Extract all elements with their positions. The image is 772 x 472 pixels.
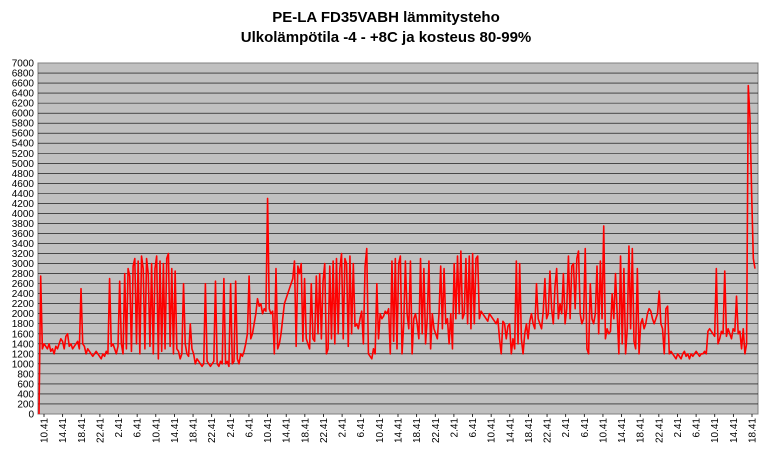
y-tick-label: 6200 [12, 99, 35, 110]
y-tick-label: 800 [17, 369, 34, 380]
x-tick-label: 18.41 [77, 418, 88, 443]
y-tick-label: 2200 [12, 299, 35, 310]
y-tick-label: 200 [17, 399, 34, 410]
x-tick-label: 2.41 [673, 418, 684, 438]
x-tick-label: 6.41 [133, 418, 144, 438]
y-tick-label: 4200 [12, 199, 35, 210]
x-tick-label: 10.41 [375, 418, 386, 443]
chart-title: PE-LA FD35VABH lämmitysteho [272, 9, 500, 26]
y-tick-label: 4600 [12, 179, 35, 190]
y-axis: 0200400600800100012001400160018002000220… [12, 59, 35, 421]
x-tick-label: 14.41 [282, 418, 293, 443]
x-tick-label: 2.41 [338, 418, 349, 438]
x-tick-label: 14.41 [505, 418, 516, 443]
y-tick-label: 0 [28, 410, 34, 421]
y-tick-label: 2800 [12, 269, 35, 280]
y-tick-label: 5000 [12, 159, 35, 170]
x-tick-label: 22.41 [207, 418, 218, 443]
y-tick-label: 5400 [12, 139, 35, 150]
y-tick-label: 600 [17, 379, 34, 390]
y-tick-label: 2000 [12, 309, 35, 320]
series-group [38, 84, 756, 415]
y-tick-label: 1600 [12, 329, 35, 340]
x-axis: 10.41 14.41 18.41 22.41 2.41 6.41 10.41 14.41 18… [40, 414, 759, 443]
x-tick-label: 18.41 [412, 418, 423, 443]
y-tick-label: 1800 [12, 319, 35, 330]
x-tick-label: 10.41 [151, 418, 162, 443]
x-tick-label: 22.41 [95, 418, 106, 443]
plot-area [37, 62, 759, 415]
chart-subtitle: Ulkolämpötila -4 - +8C ja kosteus 80-99% [240, 29, 532, 46]
x-tick-label: 2.41 [449, 418, 460, 438]
y-tick-label: 2400 [12, 289, 35, 300]
y-tick-label: 4800 [12, 169, 35, 180]
y-tick-label: 4000 [12, 209, 35, 220]
y-tick-label: 2600 [12, 279, 35, 290]
x-tick-label: 6.41 [244, 418, 255, 438]
x-tick-label: 18.41 [748, 418, 759, 443]
x-tick-label: 2.41 [226, 418, 237, 438]
y-tick-label: 3600 [12, 229, 35, 240]
x-tick-label: 6.41 [468, 418, 479, 438]
x-tick-label: 18.41 [300, 418, 311, 443]
y-tick-label: 5600 [12, 129, 35, 140]
y-tick-label: 3200 [12, 249, 35, 260]
y-tick-label: 3400 [12, 239, 35, 250]
x-tick-label: 22.41 [431, 418, 442, 443]
y-tick-label: 6800 [12, 69, 35, 80]
y-tick-label: 5800 [12, 119, 35, 130]
x-tick-label: 6.41 [580, 418, 591, 438]
y-tick-label: 4400 [12, 189, 35, 200]
y-tick-label: 3000 [12, 259, 35, 270]
y-tick-label: 3800 [12, 219, 35, 230]
x-tick-label: 10.41 [40, 418, 51, 443]
x-tick-label: 14.41 [58, 418, 69, 443]
y-tick-label: 6400 [12, 89, 35, 100]
y-tick-label: 6600 [12, 79, 35, 90]
y-tick-label: 400 [17, 389, 34, 400]
x-tick-label: 6.41 [692, 418, 703, 438]
x-tick-label: 14.41 [617, 418, 628, 443]
x-tick-label: 2.41 [114, 418, 125, 438]
x-tick-label: 18.41 [189, 418, 200, 443]
y-tick-label: 1400 [12, 339, 35, 350]
x-tick-label: 18.41 [524, 418, 535, 443]
x-tick-label: 14.41 [394, 418, 405, 443]
x-tick-label: 14.41 [170, 418, 181, 443]
y-tick-label: 5200 [12, 149, 35, 160]
x-tick-label: 22.41 [319, 418, 330, 443]
x-tick-label: 10.41 [263, 418, 274, 443]
x-tick-label: 10.41 [710, 418, 721, 443]
series-line [38, 84, 756, 415]
y-tick-label: 1000 [12, 359, 35, 370]
x-tick-label: 6.41 [356, 418, 367, 438]
y-tick-label: 6000 [12, 109, 35, 120]
x-tick-label: 14.41 [729, 418, 740, 443]
x-tick-label: 22.41 [543, 418, 554, 443]
y-tick-label: 1200 [12, 349, 35, 360]
x-tick-label: 2.41 [561, 418, 572, 438]
x-tick-label: 22.41 [654, 418, 665, 443]
y-tick-label: 7000 [12, 59, 35, 70]
x-tick-label: 10.41 [598, 418, 609, 443]
x-tick-label: 10.41 [487, 418, 498, 443]
x-tick-label: 18.41 [636, 418, 647, 443]
